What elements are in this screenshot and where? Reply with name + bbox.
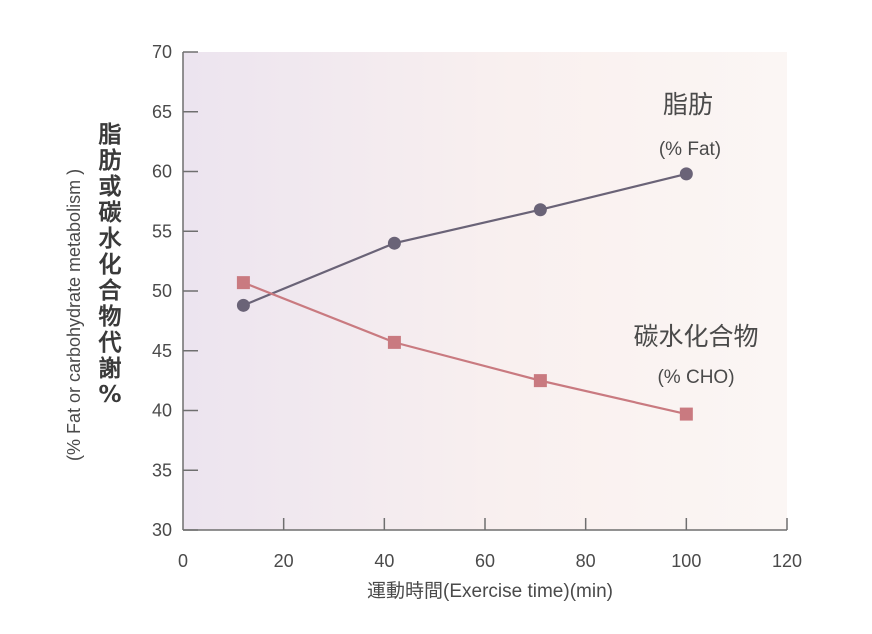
- x-axis-title: 運動時間(Exercise time)(min): [367, 580, 613, 602]
- y-title-char: 謝: [99, 355, 122, 382]
- y-title-char: 物: [99, 303, 122, 330]
- y-tick-label: 30: [152, 520, 172, 540]
- y-title-char: 化: [99, 251, 122, 278]
- x-axis-ticks: 0 20 40 60 80 100 120: [178, 518, 802, 571]
- cho-data-point: [533, 374, 547, 388]
- x-tick-label: 0: [178, 551, 188, 571]
- y-tick-label: 35: [152, 460, 172, 480]
- x-tick-label: 80: [576, 551, 596, 571]
- fat-data-point: [679, 167, 693, 181]
- y-title-char: 合: [99, 277, 123, 304]
- fat-series-line: [242, 172, 687, 307]
- x-tick-label: 100: [671, 551, 701, 571]
- fat-series-label: 脂肪: [663, 91, 713, 119]
- cho-data-point: [679, 407, 693, 421]
- fat-data-point: [236, 298, 250, 312]
- x-tick-label: 60: [475, 551, 495, 571]
- cho-series-sublabel: (% CHO): [657, 367, 734, 388]
- y-axis-ticks: 30 35 40 45 50 55 60 65 70: [152, 42, 198, 540]
- y-title-char: 脂: [99, 122, 122, 148]
- cho-series-label: 碳水化合物: [633, 323, 758, 351]
- y-tick-label: 60: [152, 162, 172, 182]
- x-tick-label: 40: [374, 551, 394, 571]
- y-tick-label: 40: [152, 401, 172, 421]
- y-tick-label: 50: [152, 281, 172, 301]
- x-tick-label: 120: [772, 551, 802, 571]
- cho-data-point: [236, 276, 250, 290]
- y-title-char: 肪: [99, 147, 122, 174]
- y-tick-label: 45: [152, 341, 172, 361]
- y-tick-label: 65: [152, 102, 172, 122]
- x-tick-label: 20: [274, 551, 294, 571]
- y-title-char: %: [98, 382, 121, 408]
- y-title-char: 或: [99, 174, 122, 200]
- fat-data-point: [387, 236, 401, 250]
- y-title-char: 水: [99, 226, 123, 252]
- fat-series-sublabel: (% Fat): [659, 139, 721, 160]
- cho-data-point: [387, 335, 401, 349]
- y-title-char: 碳: [99, 200, 123, 226]
- y-tick-label: 55: [152, 221, 172, 241]
- series-group: [236, 167, 693, 421]
- plot-background: [183, 52, 787, 530]
- y-title-char: 代: [98, 330, 122, 356]
- y-tick-label: 70: [152, 42, 172, 62]
- fat-data-point: [533, 203, 547, 217]
- cho-series-line: [242, 281, 687, 416]
- y-axis-title-english: (% Fat or carbohydrate metabolism ): [64, 169, 84, 461]
